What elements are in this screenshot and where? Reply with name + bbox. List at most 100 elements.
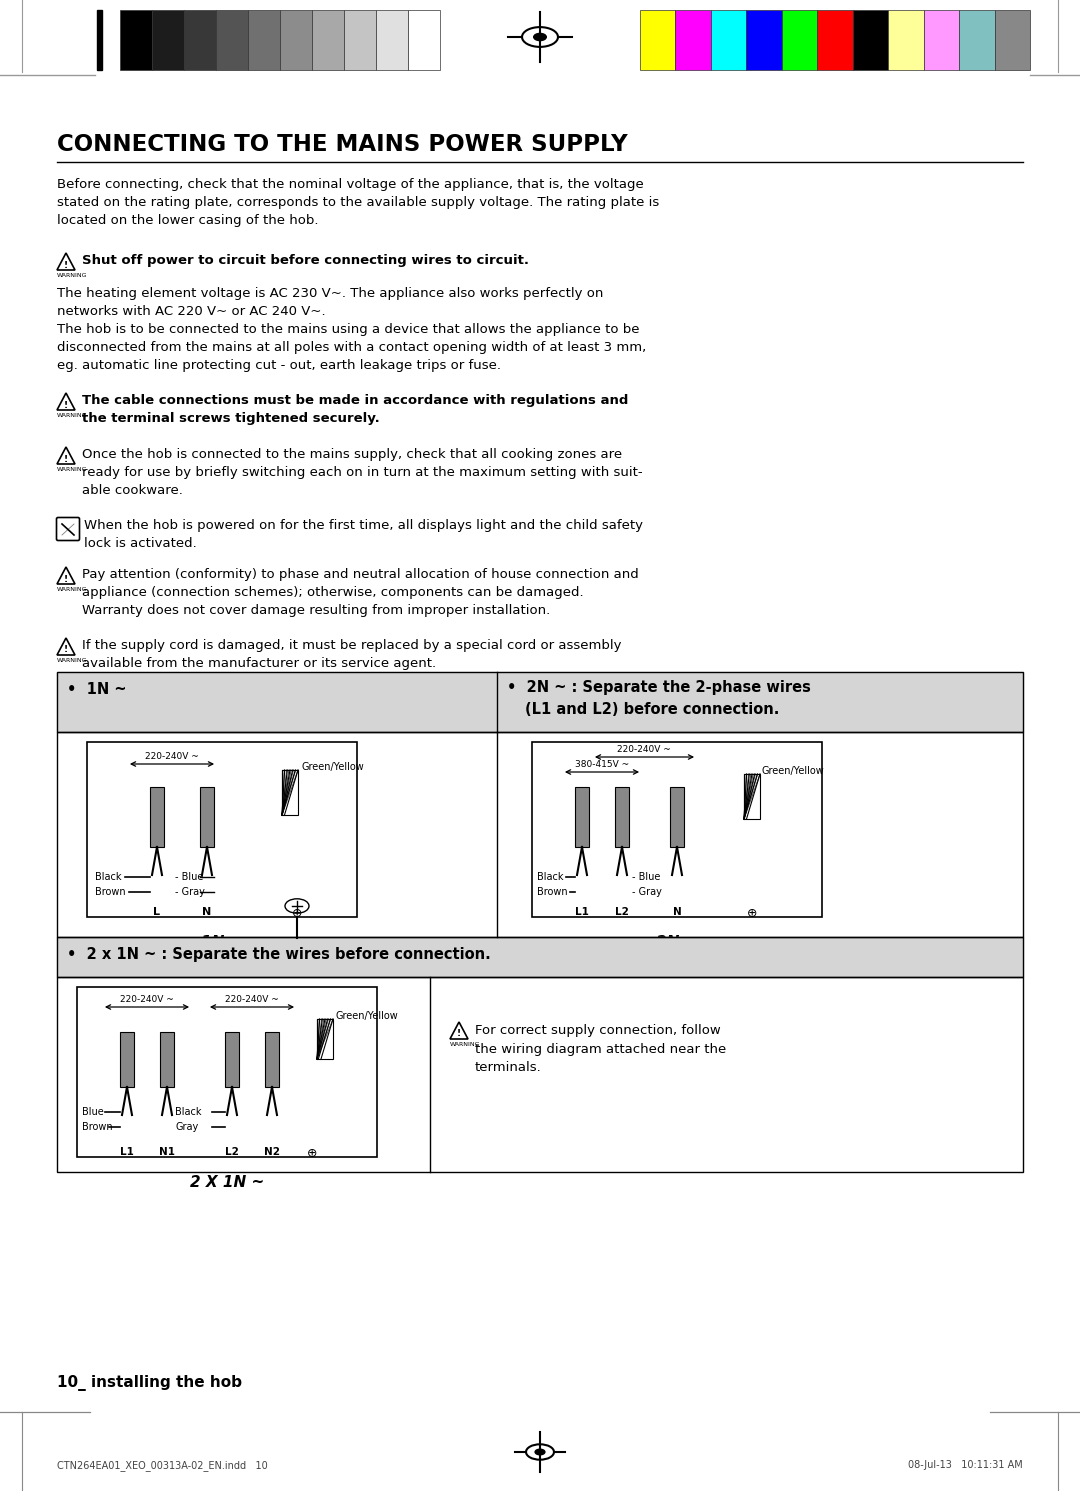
Ellipse shape [535, 1449, 545, 1455]
Text: Blue: Blue [82, 1106, 104, 1117]
Bar [57, 936, 1023, 977]
Text: 2N ~: 2N ~ [657, 935, 698, 950]
Bar [640, 10, 675, 70]
Text: 220-240V ~: 220-240V ~ [145, 751, 199, 760]
Text: L1: L1 [575, 907, 589, 917]
Text: Black: Black [537, 872, 564, 883]
Bar [675, 10, 711, 70]
Text: Green/Yellow: Green/Yellow [762, 766, 825, 775]
Bar [57, 672, 1023, 732]
Text: !: ! [457, 1029, 461, 1039]
Text: For correct supply connection, follow
the wiring diagram attached near the
termi: For correct supply connection, follow th… [475, 1024, 726, 1074]
Text: •  2 x 1N ~ : Separate the wires before connection.: • 2 x 1N ~ : Separate the wires before c… [67, 947, 490, 962]
Bar [711, 10, 746, 70]
Bar [995, 10, 1030, 70]
Bar [200, 787, 214, 847]
Text: !: ! [64, 574, 68, 583]
Text: 10_ installing the hob: 10_ installing the hob [57, 1375, 242, 1391]
Text: Pay attention (conformity) to phase and neutral allocation of house connection a: Pay attention (conformity) to phase and … [82, 568, 638, 617]
Bar [744, 774, 760, 819]
Bar [216, 10, 248, 70]
Bar [408, 10, 440, 70]
Bar [120, 1032, 134, 1087]
Bar [818, 10, 853, 70]
Text: Black: Black [175, 1106, 202, 1117]
Text: L: L [153, 907, 161, 917]
Bar [282, 769, 298, 816]
Text: !: ! [64, 646, 68, 655]
Bar [57, 936, 1023, 977]
Text: WARNING: WARNING [57, 658, 87, 663]
Text: CONNECTING TO THE MAINS POWER SUPPLY: CONNECTING TO THE MAINS POWER SUPPLY [57, 133, 627, 157]
Text: Brown: Brown [95, 887, 125, 898]
Bar [575, 787, 589, 847]
Bar [77, 987, 377, 1157]
Bar [120, 10, 152, 70]
Text: WARNING: WARNING [57, 467, 87, 473]
Bar [265, 1032, 279, 1087]
Bar [57, 732, 1023, 936]
Text: •  1N ~: • 1N ~ [67, 681, 126, 696]
Bar [853, 10, 888, 70]
Bar [248, 10, 280, 70]
Text: 220-240V ~: 220-240V ~ [617, 746, 671, 754]
Text: !: ! [64, 455, 68, 464]
Bar [746, 10, 782, 70]
Bar [318, 1018, 333, 1059]
Bar [312, 10, 345, 70]
Text: WARNING: WARNING [57, 273, 87, 277]
Text: L2: L2 [616, 907, 629, 917]
Text: •  2N ~ : Separate the 2-phase wires: • 2N ~ : Separate the 2-phase wires [507, 680, 811, 695]
Bar [670, 787, 684, 847]
Text: ⊕: ⊕ [292, 907, 302, 920]
Text: WARNING: WARNING [450, 1042, 481, 1047]
Bar [152, 10, 184, 70]
Text: ⊕: ⊕ [307, 1147, 318, 1160]
Bar [225, 1032, 239, 1087]
Text: N: N [673, 907, 681, 917]
Text: If the supply cord is damaged, it must be replaced by a special cord or assembly: If the supply cord is damaged, it must b… [82, 640, 621, 669]
Bar [532, 743, 822, 917]
Bar [959, 10, 995, 70]
Text: - Blue: - Blue [175, 872, 203, 883]
Bar [280, 10, 312, 70]
Text: 220-240V ~: 220-240V ~ [225, 994, 279, 1003]
Text: When the hob is powered on for the first time, all displays light and the child : When the hob is powered on for the first… [84, 519, 643, 550]
Bar [97, 10, 102, 70]
Bar [150, 787, 164, 847]
Bar [184, 10, 216, 70]
Text: L1: L1 [120, 1147, 134, 1157]
Text: 380-415V ~: 380-415V ~ [575, 760, 629, 769]
Bar [57, 977, 1023, 1172]
Bar [345, 10, 376, 70]
Text: Black: Black [95, 872, 121, 883]
Text: N2: N2 [264, 1147, 280, 1157]
Text: Green/Yellow: Green/Yellow [302, 762, 365, 772]
Text: 2 X 1N ~: 2 X 1N ~ [190, 1175, 265, 1190]
Text: 1N ~: 1N ~ [201, 935, 243, 950]
Text: WARNING: WARNING [57, 587, 87, 592]
Text: ⊕: ⊕ [746, 907, 757, 920]
Bar [923, 10, 959, 70]
Text: N1: N1 [159, 1147, 175, 1157]
Text: (L1 and L2) before connection.: (L1 and L2) before connection. [525, 702, 780, 717]
Text: - Gray: - Gray [175, 887, 205, 898]
Text: Green/Yellow: Green/Yellow [335, 1011, 397, 1021]
Text: L2: L2 [225, 1147, 239, 1157]
Text: !: ! [64, 401, 68, 410]
Bar [376, 10, 408, 70]
Bar [615, 787, 629, 847]
Text: 08-Jul-13   10:11:31 AM: 08-Jul-13 10:11:31 AM [908, 1460, 1023, 1470]
Bar [782, 10, 818, 70]
Text: The cable connections must be made in accordance with regulations and
the termin: The cable connections must be made in ac… [82, 394, 629, 425]
Text: - Blue: - Blue [632, 872, 660, 883]
Text: CTN264EA01_XEO_00313A-02_EN.indd   10: CTN264EA01_XEO_00313A-02_EN.indd 10 [57, 1460, 268, 1472]
Bar [160, 1032, 174, 1087]
Text: Brown: Brown [537, 887, 568, 898]
Text: N: N [202, 907, 212, 917]
Ellipse shape [534, 33, 546, 40]
Text: Shut off power to circuit before connecting wires to circuit.: Shut off power to circuit before connect… [82, 253, 529, 267]
Text: !: ! [64, 261, 68, 270]
Text: 220-240V ~: 220-240V ~ [120, 994, 174, 1003]
Bar [888, 10, 923, 70]
